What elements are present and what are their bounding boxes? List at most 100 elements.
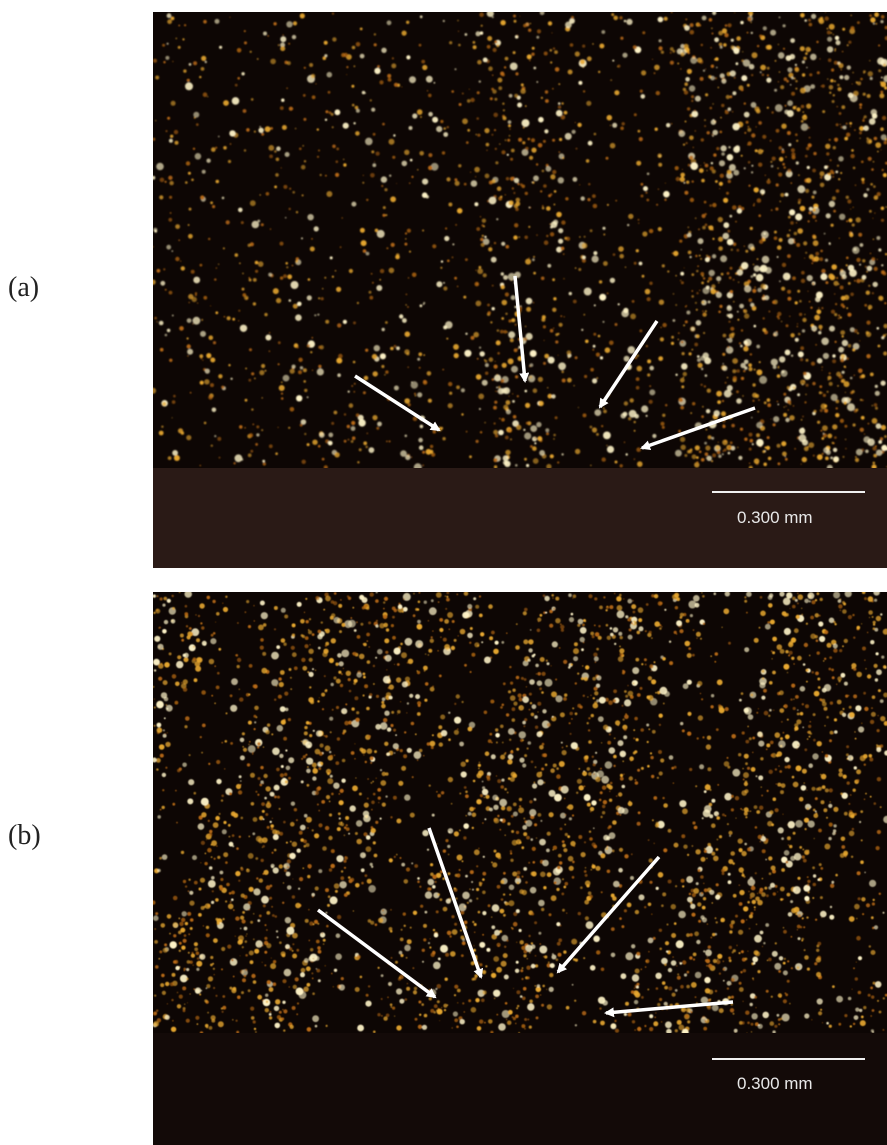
particle bbox=[831, 668, 834, 672]
particle bbox=[500, 806, 506, 811]
particle bbox=[481, 218, 487, 223]
particle bbox=[214, 665, 216, 667]
particle bbox=[860, 860, 864, 864]
particle bbox=[592, 348, 595, 351]
particle bbox=[740, 206, 745, 211]
particle bbox=[239, 737, 245, 743]
particle bbox=[701, 213, 706, 219]
particle bbox=[329, 256, 333, 260]
particle bbox=[559, 623, 562, 626]
particle bbox=[475, 604, 480, 609]
particle bbox=[647, 902, 652, 907]
particle bbox=[786, 131, 791, 135]
particle bbox=[660, 421, 665, 426]
particle bbox=[530, 712, 535, 717]
particle bbox=[818, 391, 822, 395]
particle bbox=[262, 623, 267, 627]
particle bbox=[732, 376, 737, 381]
particle bbox=[659, 627, 662, 630]
particle bbox=[681, 385, 685, 389]
particle bbox=[552, 845, 558, 850]
particle bbox=[689, 767, 693, 772]
particle bbox=[374, 750, 377, 754]
particle bbox=[159, 856, 162, 860]
particle bbox=[378, 801, 380, 804]
particle bbox=[512, 176, 515, 180]
particle bbox=[428, 784, 431, 787]
particle bbox=[593, 759, 598, 765]
particle bbox=[374, 67, 381, 75]
particle bbox=[771, 823, 774, 827]
particle bbox=[808, 254, 814, 260]
particle bbox=[538, 116, 544, 123]
particle bbox=[296, 601, 302, 607]
particle bbox=[353, 629, 357, 632]
particle bbox=[525, 944, 533, 953]
particle bbox=[478, 408, 481, 410]
particle bbox=[765, 989, 769, 993]
particle bbox=[641, 70, 647, 76]
particle bbox=[485, 371, 489, 375]
particle bbox=[786, 79, 789, 83]
particle bbox=[687, 232, 692, 238]
particle bbox=[393, 855, 396, 858]
particle bbox=[420, 116, 422, 118]
particle bbox=[713, 811, 720, 817]
particle bbox=[292, 21, 298, 26]
particle bbox=[582, 90, 586, 93]
particle bbox=[842, 455, 845, 458]
particle bbox=[399, 314, 404, 319]
particle bbox=[304, 644, 309, 649]
particle bbox=[695, 254, 698, 258]
particle bbox=[717, 400, 721, 404]
particle bbox=[534, 921, 538, 925]
particle bbox=[601, 30, 606, 34]
particle bbox=[417, 880, 420, 884]
particle bbox=[778, 970, 781, 973]
particle bbox=[816, 454, 823, 460]
particle bbox=[568, 593, 572, 597]
particle bbox=[500, 785, 505, 789]
particle bbox=[680, 52, 685, 57]
particle bbox=[385, 321, 388, 324]
particle bbox=[651, 58, 654, 60]
particle bbox=[326, 191, 333, 197]
particle bbox=[585, 339, 589, 344]
particle bbox=[808, 22, 813, 27]
particle bbox=[621, 309, 629, 318]
particle bbox=[541, 1003, 545, 1007]
particle bbox=[787, 409, 789, 411]
particle bbox=[802, 415, 804, 418]
particle bbox=[480, 237, 484, 242]
particle bbox=[243, 149, 247, 152]
particle bbox=[403, 754, 408, 759]
particle bbox=[813, 690, 820, 697]
particle bbox=[454, 180, 460, 186]
particle bbox=[341, 778, 346, 783]
particle bbox=[175, 224, 180, 230]
particle bbox=[756, 258, 759, 260]
particle bbox=[830, 393, 838, 402]
particle bbox=[501, 362, 507, 368]
particle bbox=[850, 208, 852, 210]
particle bbox=[247, 853, 254, 859]
particle bbox=[599, 1007, 602, 1010]
particle bbox=[650, 755, 654, 760]
particle bbox=[241, 991, 244, 995]
particle bbox=[343, 866, 347, 869]
particle bbox=[473, 597, 477, 601]
particle bbox=[194, 292, 198, 295]
particle bbox=[534, 823, 538, 827]
particle bbox=[543, 753, 547, 758]
particle bbox=[547, 961, 550, 964]
particle bbox=[574, 267, 577, 269]
particle bbox=[252, 278, 257, 282]
particle bbox=[546, 463, 552, 470]
particle bbox=[262, 651, 267, 656]
particle bbox=[598, 696, 606, 704]
particle bbox=[721, 399, 725, 403]
particle bbox=[158, 744, 165, 750]
particle bbox=[856, 278, 861, 284]
particle bbox=[853, 694, 858, 699]
particle bbox=[248, 743, 250, 746]
